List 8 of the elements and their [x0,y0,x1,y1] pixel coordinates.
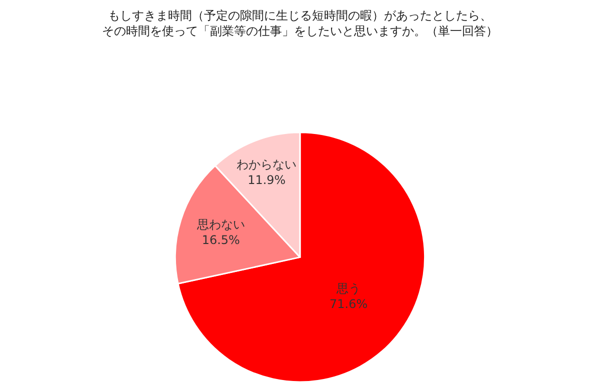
data-label: 71.6% [330,297,368,312]
slice-label: 思う [336,282,361,296]
data-label: 11.9% [248,172,286,187]
data-label: 16.5% [202,232,240,247]
slice-label: 思わない [196,217,245,232]
slice-label: わからない [236,157,297,172]
chart-title: もしすきま時間（予定の隙間に生じる短時間の暇）があったとしたら、その時間を使って「副業等の仕事」をしたいと思いますか。（単一回答） [102,8,498,38]
pie-slice [177,132,426,383]
